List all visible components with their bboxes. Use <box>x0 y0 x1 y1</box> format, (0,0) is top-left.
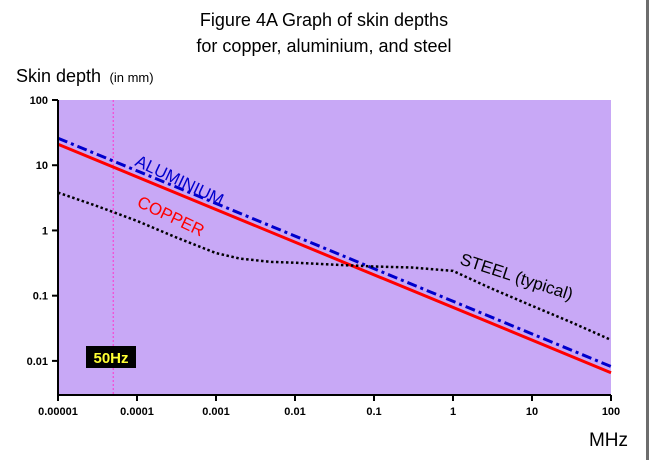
plot-area <box>58 100 611 395</box>
y-axis-label-main: Skin depth <box>16 66 101 86</box>
marker-label-box <box>86 346 136 368</box>
x-tick-label: 0.001 <box>202 406 230 418</box>
y-tick-label: 100 <box>30 95 48 107</box>
x-tick-label: 0.00001 <box>38 406 78 418</box>
y-axis-label: Skin depth (in mm) <box>16 66 154 86</box>
y-tick-label: 0.1 <box>33 291 48 303</box>
y-tick-label: 1 <box>42 225 48 237</box>
window-border <box>646 0 649 460</box>
x-tick-label: 0.0001 <box>120 406 154 418</box>
y-tick-label: 10 <box>36 160 48 172</box>
x-tick-label: 10 <box>526 406 538 418</box>
x-tick-label: 0.01 <box>284 406 305 418</box>
x-tick-label: 0.1 <box>366 406 381 418</box>
series-line-aluminium <box>57 136 612 368</box>
y-axis-label-unit: (in mm) <box>110 70 154 85</box>
marker-label-50hz: 50Hz <box>93 350 128 367</box>
chart-title-line-1: Figure 4A Graph of skin depths <box>200 10 448 30</box>
x-tick-label: 100 <box>602 406 620 418</box>
chart-title-line-2: for copper, aluminium, and steel <box>196 36 451 56</box>
x-tick-label: 1 <box>450 406 456 418</box>
series-line-copper <box>57 142 612 375</box>
series-line-steel-typical <box>57 191 612 342</box>
y-tick-label: 0.01 <box>27 356 48 368</box>
x-axis-label: MHz <box>589 430 628 451</box>
